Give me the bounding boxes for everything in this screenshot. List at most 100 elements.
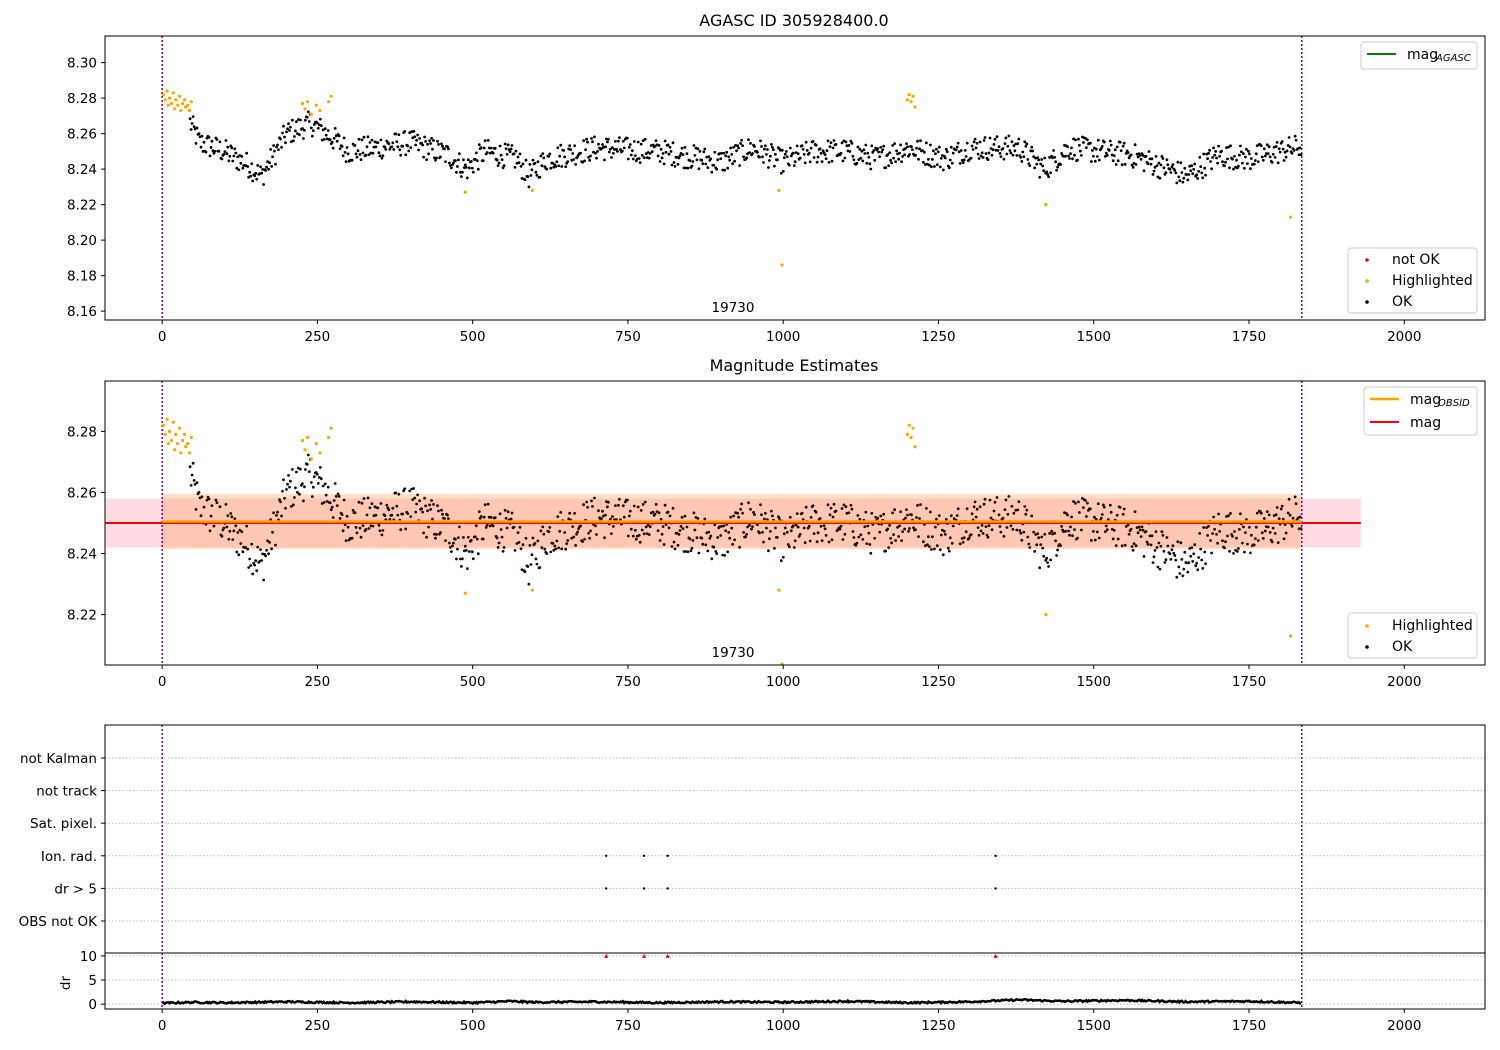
ok-point (378, 529, 382, 533)
ok-point (1078, 511, 1081, 514)
ok-point (828, 145, 832, 149)
ok-point (791, 524, 795, 528)
ok-point (1145, 540, 1149, 544)
ok-point (298, 492, 301, 496)
x-tick-label: 1750 (1232, 1018, 1266, 1034)
ok-point (1279, 507, 1283, 511)
ok-point (269, 148, 272, 151)
ok-point (279, 500, 282, 504)
ok-point (1082, 506, 1085, 510)
x-tick-label: 250 (305, 1018, 331, 1034)
ok-point (888, 151, 891, 155)
ok-point (753, 145, 756, 148)
ok-point (303, 485, 306, 489)
ok-point (1193, 543, 1197, 547)
ok-point (746, 525, 749, 529)
flag-row-label: Ion. rad. (41, 849, 97, 865)
ok-point (662, 543, 666, 546)
ok-point (498, 144, 502, 148)
highlighted-point (165, 89, 169, 93)
ok-point (1204, 173, 1207, 177)
ok-point (594, 151, 597, 155)
ok-point (842, 503, 846, 507)
ok-point (422, 155, 425, 159)
ok-point (499, 153, 503, 157)
ok-point (1102, 505, 1106, 509)
dr-tick-label: 10 (80, 949, 97, 965)
ok-point (756, 151, 759, 154)
ok-point (770, 509, 773, 513)
ok-point (1112, 528, 1116, 532)
ok-point (1102, 140, 1106, 144)
ok-point (401, 144, 405, 148)
ok-point (321, 484, 325, 488)
ok-point (606, 140, 609, 144)
ok-point (365, 513, 369, 517)
ok-point (1001, 516, 1005, 520)
highlighted-point (168, 96, 172, 100)
ok-point (358, 526, 362, 530)
ok-point (360, 501, 364, 505)
ok-point (877, 150, 881, 154)
highlighted-point (163, 432, 167, 436)
ok-point (1268, 531, 1272, 534)
ok-point (305, 463, 309, 466)
highlighted-point (179, 451, 183, 455)
ok-point (882, 512, 886, 516)
ok-point (1082, 141, 1085, 144)
ok-point (697, 167, 701, 171)
ok-point (993, 137, 997, 141)
ok-point (819, 151, 823, 155)
ok-point (1216, 541, 1219, 545)
ok-point (1120, 163, 1124, 167)
x-tick-label: 500 (460, 674, 486, 690)
ok-point (233, 517, 237, 520)
ok-point (643, 500, 647, 504)
ok-point (672, 540, 676, 544)
ok-point (403, 487, 407, 491)
ok-point (827, 161, 831, 164)
ok-point (1045, 170, 1049, 174)
ok-point (950, 161, 954, 165)
ok-point (309, 481, 313, 484)
ok-point (872, 149, 876, 152)
ok-point (779, 559, 783, 563)
ok-point (420, 507, 423, 511)
highlighted-point (184, 445, 188, 449)
ok-point (1050, 529, 1053, 533)
ok-point (1131, 548, 1135, 552)
ok-point (1114, 163, 1118, 166)
ok-point (1298, 515, 1302, 519)
ok-point (227, 159, 231, 163)
highlighted-point (1044, 203, 1048, 207)
ok-point (609, 517, 612, 521)
ok-point (731, 542, 734, 546)
ok-point (1168, 552, 1172, 556)
ok-point (1107, 149, 1111, 152)
highlighted-point (777, 188, 781, 192)
ok-point (1035, 162, 1039, 166)
ok-point (455, 557, 458, 561)
ok-point (750, 527, 753, 531)
ok-point (227, 537, 231, 541)
ok-point (696, 147, 700, 151)
ok-point (595, 533, 598, 536)
ok-point (640, 528, 644, 532)
ok-point (1261, 537, 1265, 540)
ok-point (487, 146, 491, 150)
ok-point (678, 529, 682, 532)
ok-point (716, 158, 720, 162)
ok-point (834, 143, 838, 146)
ok-point (423, 496, 426, 500)
ok-point (1152, 555, 1156, 559)
ok-point (1287, 136, 1291, 139)
ok-point (685, 525, 689, 529)
ok-point (253, 174, 257, 178)
ok-point (539, 529, 543, 533)
ok-point (1211, 156, 1214, 159)
ok-point (571, 525, 575, 528)
ok-point (560, 547, 564, 551)
y-tick-label: 8.22 (67, 608, 97, 624)
ok-point (866, 151, 870, 155)
highlighted-point (318, 451, 322, 455)
